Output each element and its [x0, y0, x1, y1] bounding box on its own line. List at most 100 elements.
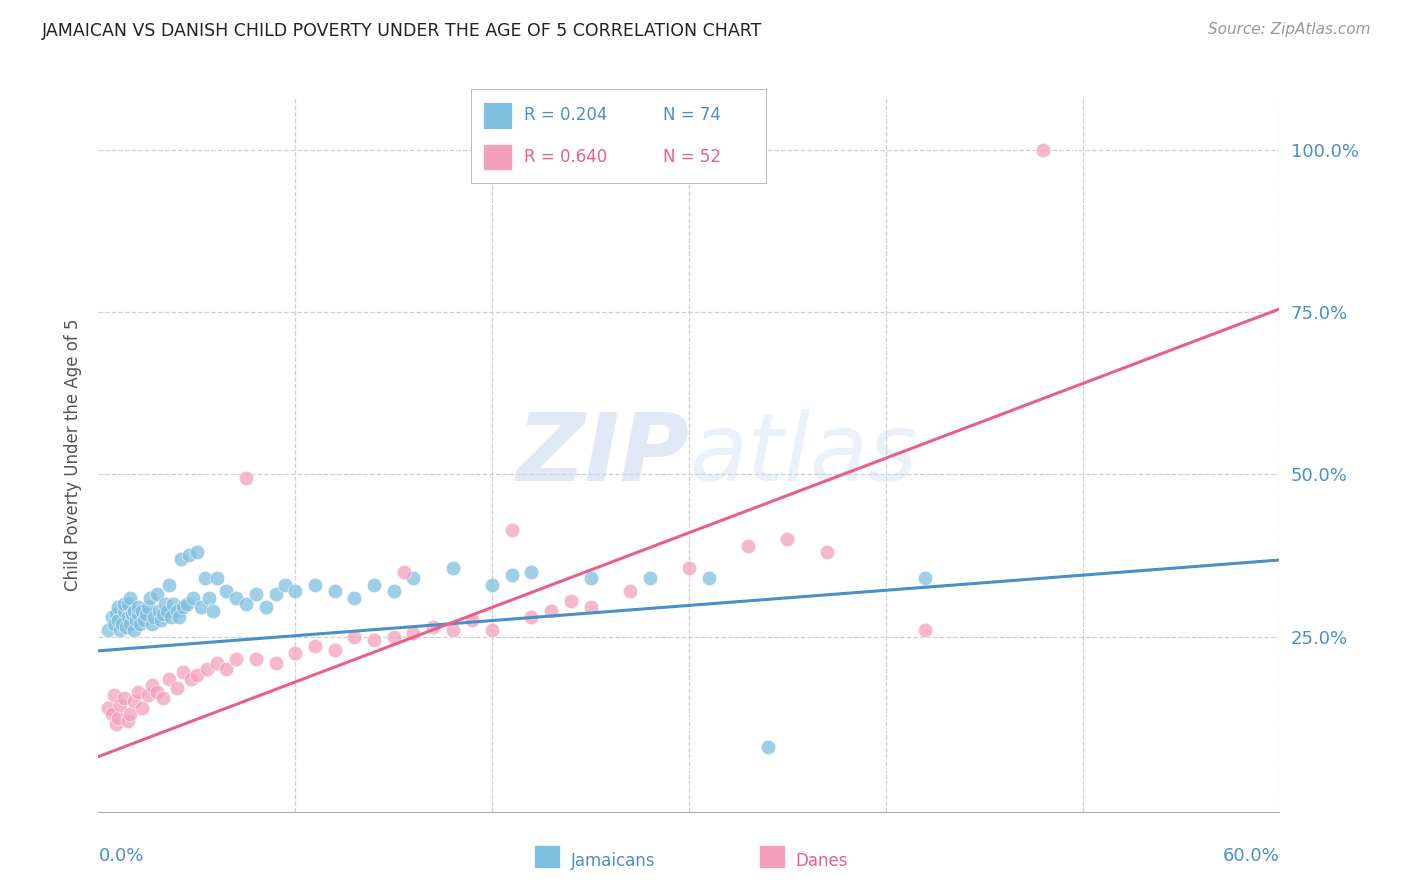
Point — [157, 672, 180, 686]
Point — [136, 600, 159, 615]
Point — [118, 616, 141, 631]
Point — [122, 623, 145, 637]
Point — [215, 662, 238, 676]
Text: Jamaicans: Jamaicans — [571, 852, 655, 870]
Point — [264, 656, 287, 670]
Point — [520, 610, 543, 624]
Point — [235, 470, 257, 484]
Point — [180, 672, 202, 686]
Point — [148, 604, 170, 618]
Point — [194, 571, 217, 585]
Point — [146, 684, 169, 698]
Point — [97, 701, 120, 715]
Point — [118, 707, 141, 722]
Point — [127, 684, 149, 698]
Point — [101, 707, 124, 722]
Point — [141, 678, 163, 692]
Point — [156, 604, 179, 618]
Point — [135, 607, 157, 621]
Point — [501, 523, 523, 537]
Point — [756, 739, 779, 754]
Point — [323, 642, 346, 657]
Point — [152, 691, 174, 706]
Point — [638, 571, 661, 585]
Point — [101, 610, 124, 624]
Point — [132, 613, 155, 627]
Point — [122, 694, 145, 708]
Point — [914, 623, 936, 637]
Point — [225, 652, 247, 666]
Y-axis label: Child Poverty Under the Age of 5: Child Poverty Under the Age of 5 — [63, 318, 82, 591]
Point — [166, 681, 188, 696]
Point — [146, 587, 169, 601]
Point — [141, 616, 163, 631]
Point — [737, 539, 759, 553]
Point — [167, 610, 190, 624]
Point — [284, 646, 307, 660]
Point — [117, 610, 139, 624]
Text: N = 74: N = 74 — [664, 106, 721, 124]
Point — [914, 571, 936, 585]
Point — [215, 584, 238, 599]
Point — [363, 577, 385, 591]
Point — [103, 688, 125, 702]
Point — [105, 607, 128, 621]
Point — [112, 604, 135, 618]
Point — [382, 584, 405, 599]
Point — [304, 640, 326, 654]
Point — [678, 561, 700, 575]
Point — [284, 584, 307, 599]
Point — [235, 597, 257, 611]
Text: N = 52: N = 52 — [664, 148, 721, 166]
Point — [1032, 143, 1054, 157]
Point — [108, 623, 131, 637]
Point — [128, 616, 150, 631]
Point — [190, 600, 212, 615]
Point — [245, 587, 267, 601]
Point — [402, 571, 425, 585]
Text: JAMAICAN VS DANISH CHILD POVERTY UNDER THE AGE OF 5 CORRELATION CHART: JAMAICAN VS DANISH CHILD POVERTY UNDER T… — [42, 22, 762, 40]
Point — [122, 604, 145, 618]
Point — [363, 632, 385, 647]
Point — [177, 549, 200, 563]
Point — [264, 587, 287, 601]
Point — [815, 545, 838, 559]
Point — [107, 711, 129, 725]
Point — [520, 565, 543, 579]
Point — [245, 652, 267, 666]
Point — [105, 717, 128, 731]
Point — [619, 584, 641, 599]
Point — [127, 600, 149, 615]
Point — [254, 600, 277, 615]
Text: 60.0%: 60.0% — [1223, 847, 1279, 865]
Point — [170, 551, 193, 566]
Point — [115, 620, 138, 634]
Point — [501, 568, 523, 582]
Point — [152, 607, 174, 621]
Text: Source: ZipAtlas.com: Source: ZipAtlas.com — [1208, 22, 1371, 37]
Point — [150, 613, 173, 627]
Point — [197, 591, 219, 605]
Point — [392, 565, 415, 579]
Point — [186, 545, 208, 559]
Point — [579, 600, 602, 615]
Point — [274, 577, 297, 591]
Text: atlas: atlas — [689, 409, 917, 500]
Point — [125, 613, 148, 627]
Point — [97, 623, 120, 637]
Point — [162, 597, 184, 611]
Point — [343, 630, 366, 644]
Point — [441, 561, 464, 575]
Point — [181, 591, 204, 605]
Point — [136, 688, 159, 702]
Text: ZIP: ZIP — [516, 409, 689, 501]
Point — [481, 623, 503, 637]
Point — [160, 610, 183, 624]
Point — [112, 691, 135, 706]
Point — [172, 665, 194, 680]
Point — [121, 607, 143, 621]
Point — [142, 610, 165, 624]
Point — [461, 613, 484, 627]
Point — [107, 600, 129, 615]
Point — [776, 533, 799, 547]
